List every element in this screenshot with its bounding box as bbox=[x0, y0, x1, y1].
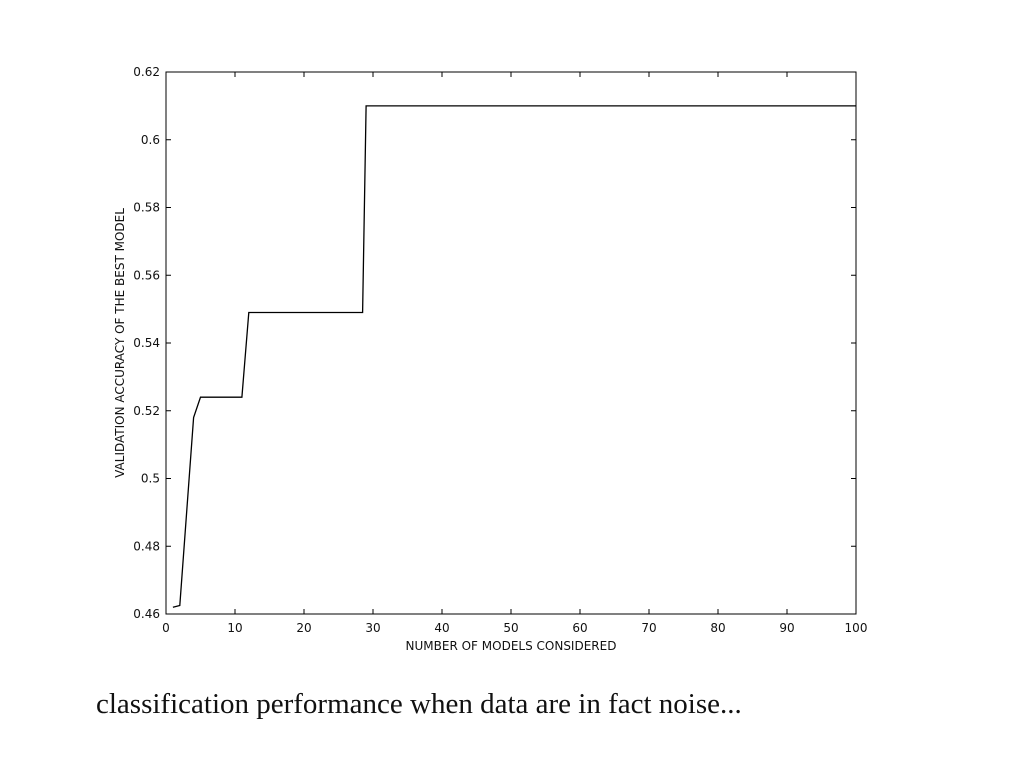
y-tick-label: 0.46 bbox=[133, 607, 160, 621]
y-axis-label: VALIDATION ACCURACY OF THE BEST MODEL bbox=[113, 208, 127, 478]
slide-caption: classification performance when data are… bbox=[96, 688, 742, 720]
y-tick-label: 0.54 bbox=[133, 336, 160, 350]
series-line bbox=[172, 105, 856, 608]
x-tick-label: 60 bbox=[572, 621, 587, 635]
y-tick-label: 0.6 bbox=[141, 133, 160, 147]
x-tick-label: 40 bbox=[434, 621, 449, 635]
x-tick-label: 90 bbox=[779, 621, 794, 635]
x-tick-label: 50 bbox=[503, 621, 518, 635]
y-tick-label: 0.5 bbox=[141, 472, 160, 486]
x-tick-label: 80 bbox=[710, 621, 725, 635]
x-axis-label: NUMBER OF MODELS CONSIDERED bbox=[406, 639, 617, 653]
y-tick-label: 0.62 bbox=[133, 65, 160, 79]
x-tick-label: 70 bbox=[641, 621, 656, 635]
y-axis-ticks: 0.46 0.48 0.5 0.52 0.54 0.56 0.58 0.6 0.62 bbox=[133, 65, 856, 621]
y-tick-label: 0.52 bbox=[133, 404, 160, 418]
x-tick-label: 100 bbox=[845, 621, 868, 635]
plot-frame bbox=[165, 71, 857, 615]
x-tick-label: 20 bbox=[296, 621, 311, 635]
series-layer bbox=[172, 105, 856, 608]
x-tick-label: 10 bbox=[227, 621, 242, 635]
x-tick-label: 0 bbox=[162, 621, 170, 635]
x-tick-label: 30 bbox=[365, 621, 380, 635]
y-tick-label: 0.56 bbox=[133, 268, 160, 282]
y-tick-label: 0.48 bbox=[133, 539, 160, 553]
y-tick-label: 0.58 bbox=[133, 201, 160, 215]
validation-accuracy-chart: 0 10 20 30 40 50 60 70 80 90 100 0.460.480.50.520.… bbox=[113, 65, 867, 653]
x-axis-ticks: 0 10 20 30 40 50 60 70 80 90 100 bbox=[162, 72, 867, 635]
